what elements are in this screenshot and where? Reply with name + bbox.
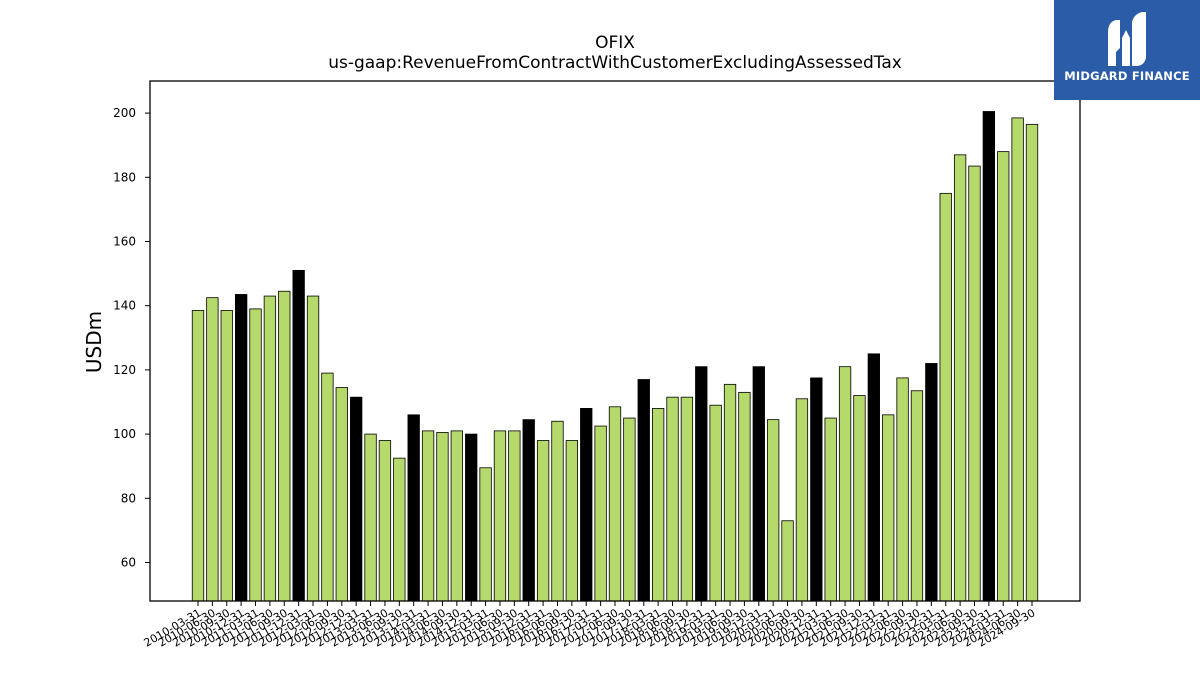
plot-frame: [149, 80, 1081, 602]
bar-2020-09-30: [795, 398, 809, 602]
bar-2014-03-31: [421, 430, 435, 602]
bar-2016-03-31: [536, 440, 550, 602]
bar-2012-06-30: [321, 372, 334, 602]
bar-2020-06-30: [781, 520, 794, 602]
x-axis: 2010-03-312010-06-302010-09-302010-12-31…: [142, 601, 1038, 650]
bar-2010-06-30: [206, 297, 219, 602]
bar-2024-06-30: [1011, 117, 1024, 602]
bar-2021-09-30: [853, 395, 866, 602]
y-tick-label: 120: [113, 363, 136, 377]
bar-2011-03-31: [249, 308, 262, 602]
bar-2017-06-30: [608, 406, 622, 602]
bar-2023-06-30: [953, 154, 967, 602]
bar-2010-09-30: [220, 310, 233, 602]
bar-2023-09-30: [968, 165, 981, 602]
bar-2018-12-31: [695, 366, 708, 602]
bar-2015-03-31: [479, 467, 492, 602]
bars-group: [191, 111, 1039, 602]
bar-2015-12-31: [522, 419, 535, 602]
bar-2011-06-30: [263, 295, 277, 602]
bar-2022-12-31: [925, 363, 938, 602]
bar-2018-06-30: [666, 396, 679, 602]
bar-2013-03-31: [364, 433, 377, 602]
bar-2017-12-31: [637, 379, 650, 602]
bar-2014-12-31: [465, 433, 478, 602]
bar-2016-12-31: [580, 408, 593, 602]
midgard-logo-icon: [1108, 12, 1146, 66]
bar-2013-12-31: [407, 414, 420, 602]
chart-title: OFIX: [595, 33, 635, 53]
bar-2011-12-31: [292, 269, 305, 602]
midgard-finance-logo: MIDGARD FINANCE: [1054, 0, 1200, 100]
bar-2017-03-31: [594, 425, 607, 602]
bar-2010-03-31: [191, 310, 205, 602]
y-tick-label: 180: [113, 170, 136, 184]
bar-2017-09-30: [623, 417, 636, 602]
bar-2013-09-30: [393, 457, 406, 602]
bar-2010-12-31: [234, 294, 248, 602]
y-tick-label: 200: [113, 106, 136, 120]
bar-2019-12-31: [752, 366, 765, 602]
bar-2015-06-30: [493, 430, 507, 602]
bar-2022-09-30: [910, 390, 924, 602]
bar-2012-09-30: [335, 387, 348, 602]
bar-2022-03-31: [882, 414, 895, 602]
bar-2024-09-30: [1025, 123, 1039, 602]
y-tick-label: 160: [113, 234, 136, 248]
bar-2022-06-30: [896, 377, 909, 602]
bar-2020-12-31: [810, 377, 823, 602]
bar-2014-09-30: [450, 430, 463, 602]
y-axis: 60 80 100 120 140 160 180 200: [113, 106, 150, 569]
logo-text: MIDGARD FINANCE: [1064, 69, 1190, 83]
bar-2018-03-31: [651, 408, 665, 602]
bar-2019-03-31: [709, 404, 722, 602]
y-tick-label: 100: [113, 427, 136, 441]
bar-2019-06-30: [723, 383, 737, 602]
bar-2018-09-30: [680, 396, 694, 602]
y-axis-label: USDm: [82, 310, 106, 374]
bar-2021-06-30: [838, 366, 852, 602]
bar-2013-06-30: [378, 440, 392, 602]
bar-2023-03-31: [939, 192, 952, 602]
bar-2021-12-31: [867, 353, 880, 602]
bar-2021-03-31: [824, 417, 837, 602]
bar-2016-06-30: [551, 420, 564, 602]
bar-2014-06-30: [436, 432, 449, 602]
y-tick-label: 60: [121, 555, 136, 569]
bar-2011-09-30: [278, 290, 291, 602]
bar-2024-03-31: [997, 151, 1010, 602]
bar-2020-03-31: [767, 419, 780, 602]
y-tick-label: 80: [121, 491, 136, 505]
bar-2023-12-31: [982, 111, 996, 602]
chart-subtitle: us-gaap:RevenueFromContractWithCustomerE…: [328, 53, 902, 73]
bar-2015-09-30: [508, 430, 521, 602]
bar-2012-12-31: [350, 396, 363, 602]
y-tick-label: 140: [113, 299, 136, 313]
bar-2012-03-31: [306, 295, 320, 602]
bar-2019-09-30: [738, 391, 751, 602]
bar-2016-09-30: [565, 440, 579, 602]
